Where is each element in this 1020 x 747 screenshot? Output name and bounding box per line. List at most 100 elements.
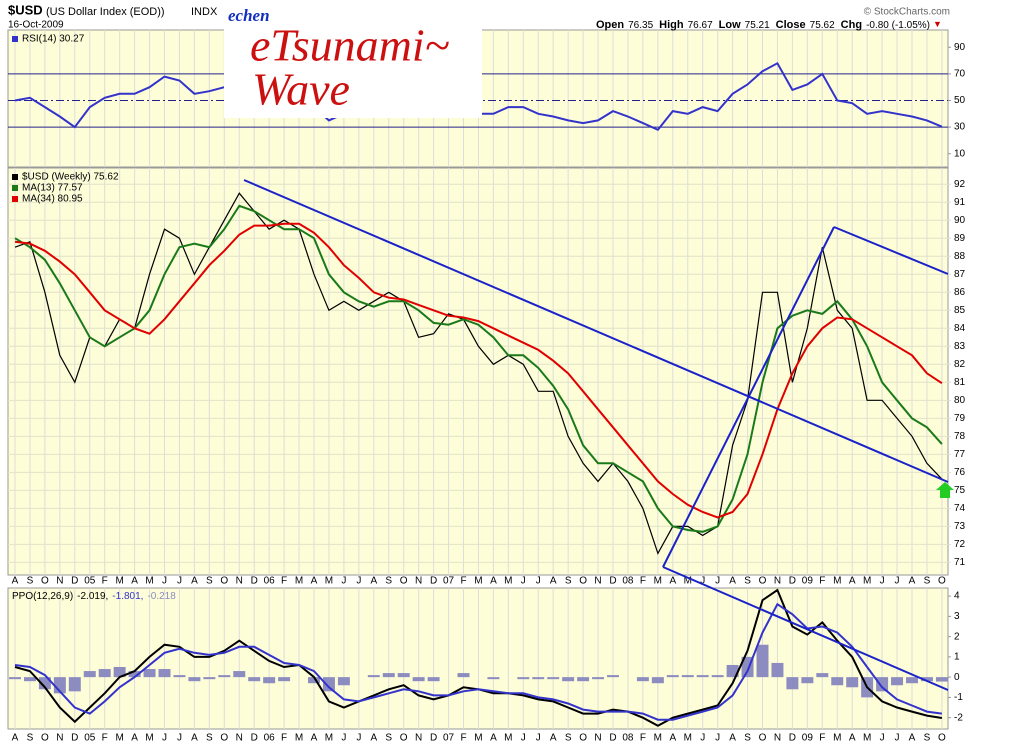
x-tick-label: 05 bbox=[84, 576, 96, 587]
legend-entry: RSI(14) 30.27 bbox=[22, 34, 85, 45]
x-tick-label: M bbox=[325, 576, 333, 587]
x-tick-label: A bbox=[490, 576, 497, 587]
x-tick-label: F bbox=[640, 576, 646, 587]
y-tick-label: 70 bbox=[954, 69, 966, 80]
x-tick-label: S bbox=[27, 733, 34, 744]
histogram-bar bbox=[592, 677, 605, 680]
histogram-bar bbox=[248, 677, 261, 682]
y-tick-label: 78 bbox=[954, 431, 966, 442]
histogram-bar bbox=[801, 677, 814, 684]
histogram-bar bbox=[726, 664, 739, 678]
histogram-bar bbox=[367, 675, 380, 678]
x-tick-label: 09 bbox=[802, 576, 814, 587]
y-tick-label: 74 bbox=[954, 503, 966, 514]
x-tick-label: S bbox=[744, 576, 751, 587]
x-tick-label: A bbox=[12, 576, 19, 587]
y-tick-label: 3 bbox=[954, 611, 960, 622]
x-tick-label: J bbox=[700, 733, 705, 744]
x-tick-label: O bbox=[579, 733, 587, 744]
x-tick-label: J bbox=[162, 733, 167, 744]
histogram-bar bbox=[517, 677, 530, 680]
y-tick-label: 90 bbox=[954, 42, 966, 53]
x-tick-label: 08 bbox=[622, 576, 634, 587]
x-tick-label: D bbox=[251, 733, 258, 744]
x-tick-label: M bbox=[474, 576, 482, 587]
symbol: $USD bbox=[8, 2, 43, 17]
x-tick-label: S bbox=[206, 733, 213, 744]
histogram-bar bbox=[38, 677, 51, 690]
quote-label: Low bbox=[719, 19, 741, 31]
chg-arrow: ▼ bbox=[933, 19, 942, 29]
x-tick-label: A bbox=[370, 733, 377, 744]
x-tick-label: F bbox=[640, 733, 646, 744]
histogram-bar bbox=[23, 677, 36, 682]
histogram-bar bbox=[128, 671, 141, 678]
overlay: echen eTsunami~ Wave bbox=[224, 4, 482, 118]
x-tick-label: N bbox=[774, 576, 781, 587]
trendline bbox=[662, 226, 835, 568]
x-tick-label: J bbox=[177, 576, 182, 587]
x-tick-label: 05 bbox=[84, 733, 96, 744]
series-line bbox=[14, 192, 943, 555]
histogram-bar bbox=[906, 677, 918, 684]
trendline bbox=[833, 226, 949, 275]
x-tick-label: A bbox=[131, 733, 138, 744]
x-tick-label: A bbox=[909, 733, 916, 744]
x-tick-label: M bbox=[684, 576, 692, 587]
y-tick-label: 83 bbox=[954, 341, 966, 352]
x-tick-label: M bbox=[504, 733, 512, 744]
x-tick-label: O bbox=[759, 576, 767, 587]
x-tick-label: 09 bbox=[802, 733, 814, 744]
legend-entry: MA(34) 80.95 bbox=[22, 194, 83, 205]
histogram-bar bbox=[741, 656, 754, 678]
histogram-bar bbox=[188, 677, 201, 682]
x-tick-label: O bbox=[41, 733, 49, 744]
histogram-bar bbox=[143, 669, 156, 678]
histogram-bar bbox=[98, 669, 111, 678]
x-tick-label: A bbox=[191, 733, 198, 744]
x-tick-label: M bbox=[833, 576, 841, 587]
y-tick-label: 75 bbox=[954, 485, 966, 496]
x-tick-label: J bbox=[356, 733, 361, 744]
y-tick-label: 71 bbox=[954, 557, 966, 568]
x-tick-label: A bbox=[12, 733, 19, 744]
x-tick-label: N bbox=[415, 733, 422, 744]
x-tick-label: A bbox=[669, 576, 676, 587]
x-tick-label: O bbox=[759, 733, 767, 744]
histogram-bar bbox=[607, 675, 619, 678]
legend-entry: -1.801, bbox=[112, 591, 143, 602]
trendline bbox=[662, 566, 949, 691]
legend: PPO(12,26,9) -2.019, -1.801, -0.218 bbox=[12, 591, 176, 602]
x-tick-label: F bbox=[281, 576, 287, 587]
histogram-bar bbox=[9, 677, 21, 680]
x-tick-label: J bbox=[880, 576, 885, 587]
x-tick-label: F bbox=[819, 733, 825, 744]
y-tick-label: 85 bbox=[954, 305, 966, 316]
y-tick-label: -2 bbox=[954, 712, 963, 723]
x-tick-label: D bbox=[789, 576, 796, 587]
quote-value: 76.35 bbox=[628, 20, 653, 31]
y-tick-label: 2 bbox=[954, 631, 960, 642]
histogram-bar bbox=[562, 677, 575, 682]
y-tick-label: 87 bbox=[954, 269, 966, 280]
x-tick-label: O bbox=[220, 576, 228, 587]
quote-value: 75.21 bbox=[745, 20, 770, 31]
x-tick-label: A bbox=[311, 576, 318, 587]
legend-entry: -2.019, bbox=[77, 591, 108, 602]
x-tick-label: J bbox=[895, 733, 900, 744]
index-name: (US Dollar Index (EOD)) bbox=[46, 6, 165, 18]
x-tick-label: N bbox=[236, 733, 243, 744]
quote-label: Open bbox=[596, 19, 624, 31]
x-tick-label: D bbox=[609, 733, 616, 744]
x-tick-label: M bbox=[115, 576, 123, 587]
quote-value: -0.80 (-1.05%) bbox=[866, 20, 930, 31]
x-tick-label: M bbox=[145, 576, 153, 587]
y-tick-label: 79 bbox=[954, 413, 966, 424]
histogram-bar bbox=[53, 677, 66, 694]
arrow bbox=[936, 482, 954, 498]
histogram-bar bbox=[218, 675, 231, 678]
x-tick-label: M bbox=[833, 733, 841, 744]
y-tick-label: 10 bbox=[954, 148, 966, 159]
y-tick-label: 50 bbox=[954, 95, 966, 106]
